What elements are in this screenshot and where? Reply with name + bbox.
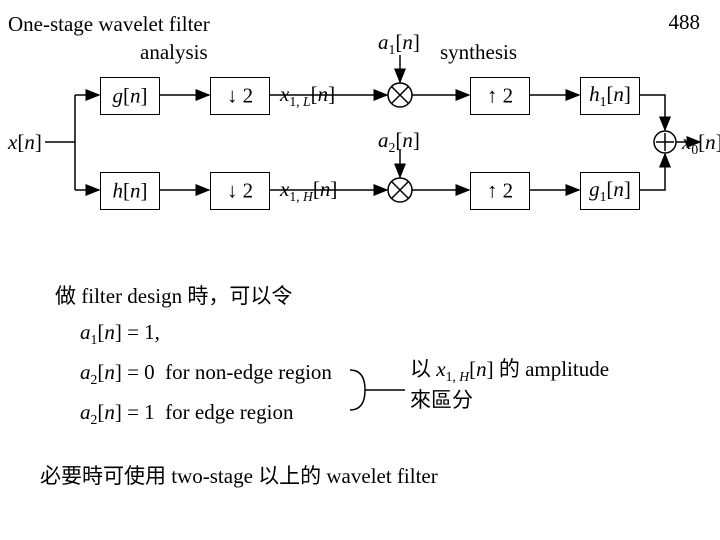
box-up2-bot: ↑ 2 [470,172,530,210]
a2-label: a2[n] [378,128,420,156]
synthesis-label: synthesis [440,40,517,65]
box-down2-top: ↓ 2 [210,77,270,115]
x1H-label: x1, H[n] [280,177,337,205]
analysis-label: analysis [140,40,208,65]
box-h1: h1[n] [580,77,640,115]
note-line4: a2[n] = 1 for edge region [80,400,293,428]
title: One-stage wavelet filter [8,12,210,37]
box-g: g[n] [100,77,160,115]
box-h: h[n] [100,172,160,210]
note-bottom: 必要時可使用 two-stage 以上的 wavelet filter [40,460,438,490]
note-line3: a2[n] = 0 for non-edge region [80,360,332,388]
box-down2-bot: ↓ 2 [210,172,270,210]
output-label: x0[n] [682,130,720,158]
box-g1: g1[n] [580,172,640,210]
a1-label: a1[n] [378,30,420,58]
note-line2: a1[n] = 1, [80,320,160,348]
input-label: x[n] [8,130,42,155]
page-number: 488 [669,10,701,35]
note-side: 以 x1, H[n] 的 amplitude來區分 [410,355,609,416]
note-line1: 做 filter design 時，可以令 [55,280,292,310]
x1L-label: x1, L[n] [280,82,335,110]
box-up2-top: ↑ 2 [470,77,530,115]
